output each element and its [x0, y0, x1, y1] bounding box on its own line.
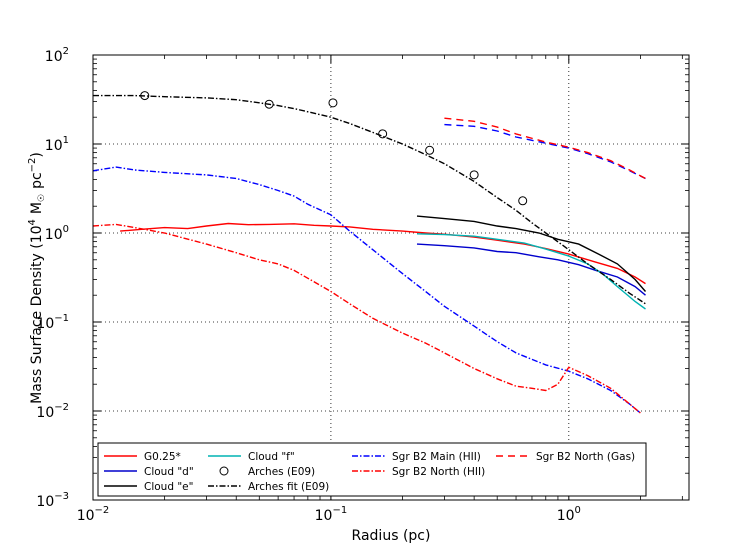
- y-tick-label: 102: [45, 46, 69, 65]
- y-tick-label-base: 10: [45, 49, 63, 65]
- series-sgr-b2-north-gas-line: [444, 117, 646, 180]
- series-arches-e09-point: [518, 196, 528, 206]
- x-tick-label-base: 10: [77, 508, 95, 524]
- x-tick-label-exp: 0: [575, 505, 581, 516]
- legend-label-cloud-f: Cloud "f": [248, 451, 295, 463]
- legend-label-sgr-b2-north-gas: Sgr B2 North (Gas): [536, 451, 635, 463]
- series-arches-e09-point: [425, 145, 435, 155]
- series-sgr-b2-main-gas-line: [444, 123, 646, 180]
- x-tick-label: 100: [557, 505, 581, 524]
- legend-items: G0.25* Cloud "d" Cloud "e" Cloud "f" Arches …: [104, 451, 635, 493]
- series-arches-e09-point: [378, 129, 388, 139]
- series-arches-fit-e09-line: [93, 94, 646, 305]
- x-tick-label-base: 10: [557, 508, 575, 524]
- legend-box: [97, 442, 647, 497]
- legend-swatch-arches-e09: [219, 466, 229, 476]
- x-tick-label-exp: −1: [332, 505, 347, 516]
- x-tick-label-base: 10: [315, 508, 333, 524]
- y-axis-label-main: Mass Surface Density (10: [29, 225, 45, 403]
- y-tick-label-base: 10: [45, 227, 63, 243]
- y-tick-label-exp: 0: [63, 224, 69, 235]
- x-tick-label-exp: −2: [95, 505, 110, 516]
- y-tick-label: 101: [45, 135, 69, 154]
- legend-label-cloud-e: Cloud "e": [144, 481, 193, 493]
- y-axis-label-sun: ☉: [37, 194, 47, 202]
- y-axis-label-unit: M: [29, 202, 45, 214]
- legend-label-cloud-d: Cloud "d": [144, 466, 194, 478]
- series-layer: [92, 91, 647, 414]
- series-sgr-b2-main-hii-line: [92, 166, 641, 414]
- y-tick-label-base: 10: [36, 405, 54, 421]
- series-cloud-d-line: [416, 243, 646, 296]
- y-tick-label: 10−3: [36, 491, 69, 510]
- series-sgr-b2-north-hii-line: [92, 223, 641, 414]
- series-cloud-f-line: [416, 233, 646, 310]
- y-axis-label-pc: pc: [29, 172, 45, 189]
- y-tick-label-exp: 2: [63, 46, 69, 57]
- legend-label-arches-fit-e09: Arches fit (E09): [248, 481, 329, 493]
- y-tick-label-exp: −2: [54, 402, 69, 413]
- legend-label-arches-e09: Arches (E09): [248, 466, 315, 478]
- legend: G0.25* Cloud "d" Cloud "e" Cloud "f" Arches …: [97, 442, 647, 497]
- x-tick-label: 10−2: [77, 505, 110, 524]
- grid: [93, 55, 689, 500]
- y-tick-label-exp: 1: [63, 135, 69, 146]
- x-tick-label: 10−1: [315, 505, 348, 524]
- y-tick-label-exp: −3: [54, 491, 69, 502]
- series-g0-25-line: [120, 222, 646, 285]
- series-cloud-e-line: [416, 215, 647, 292]
- legend-label-sgr-b2-main-hii: Sgr B2 Main (HII): [392, 451, 481, 463]
- y-axis-label: Mass Surface Density (104 M☉ pc−2): [27, 152, 47, 404]
- y-tick-label-exp: −1: [54, 313, 69, 324]
- legend-label-g0-25: G0.25*: [144, 451, 181, 463]
- series-arches-e09-point: [469, 170, 479, 180]
- plot-frame: [92, 54, 690, 501]
- y-tick-label: 10−1: [36, 313, 69, 332]
- y-tick-label-base: 10: [45, 138, 63, 154]
- legend-label-sgr-b2-north-hii: Sgr B2 North (HII): [392, 466, 485, 478]
- y-tick-label: 10−2: [36, 402, 69, 421]
- y-axis-label-exp: 4: [27, 219, 38, 225]
- y-axis-label-pcexp: −2: [27, 158, 38, 173]
- y-axis-label-close: ): [29, 152, 45, 157]
- y-tick-label: 100: [45, 224, 69, 243]
- x-axis-label: Radius (pc): [352, 528, 431, 544]
- y-tick-label-base: 10: [36, 316, 54, 332]
- y-tick-label-base: 10: [36, 494, 54, 510]
- series-arches-e09-point: [328, 98, 338, 108]
